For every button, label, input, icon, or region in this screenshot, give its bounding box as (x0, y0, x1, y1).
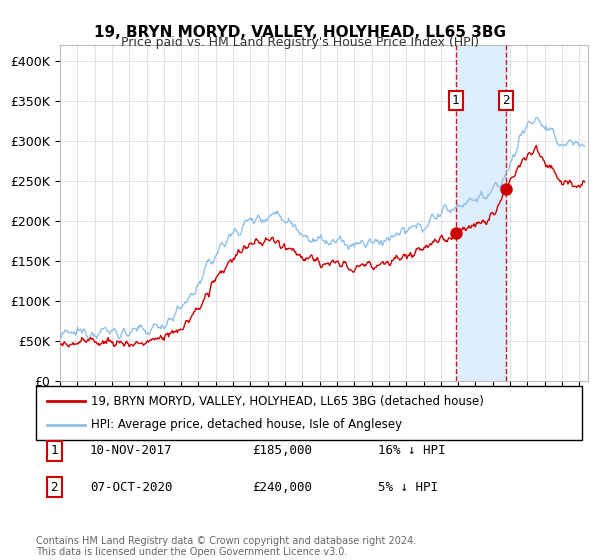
Text: 2: 2 (50, 480, 58, 494)
Text: 19, BRYN MORYD, VALLEY, HOLYHEAD, LL65 3BG: 19, BRYN MORYD, VALLEY, HOLYHEAD, LL65 3… (94, 25, 506, 40)
Text: £240,000: £240,000 (252, 480, 312, 494)
Text: 1: 1 (50, 444, 58, 458)
Text: 19, BRYN MORYD, VALLEY, HOLYHEAD, LL65 3BG (detached house): 19, BRYN MORYD, VALLEY, HOLYHEAD, LL65 3… (91, 395, 484, 408)
Bar (456, 45, 506, 381)
Text: 07-OCT-2020: 07-OCT-2020 (90, 480, 173, 494)
Text: Price paid vs. HM Land Registry's House Price Index (HPI): Price paid vs. HM Land Registry's House … (121, 36, 479, 49)
Text: £185,000: £185,000 (252, 444, 312, 458)
Text: 1: 1 (452, 94, 460, 108)
Text: 16% ↓ HPI: 16% ↓ HPI (378, 444, 445, 458)
FancyBboxPatch shape (36, 386, 582, 440)
Text: 2: 2 (502, 94, 510, 108)
Text: 5% ↓ HPI: 5% ↓ HPI (378, 480, 438, 494)
Text: 10-NOV-2017: 10-NOV-2017 (90, 444, 173, 458)
Text: HPI: Average price, detached house, Isle of Anglesey: HPI: Average price, detached house, Isle… (91, 418, 402, 431)
Text: Contains HM Land Registry data © Crown copyright and database right 2024.
This d: Contains HM Land Registry data © Crown c… (36, 535, 416, 557)
